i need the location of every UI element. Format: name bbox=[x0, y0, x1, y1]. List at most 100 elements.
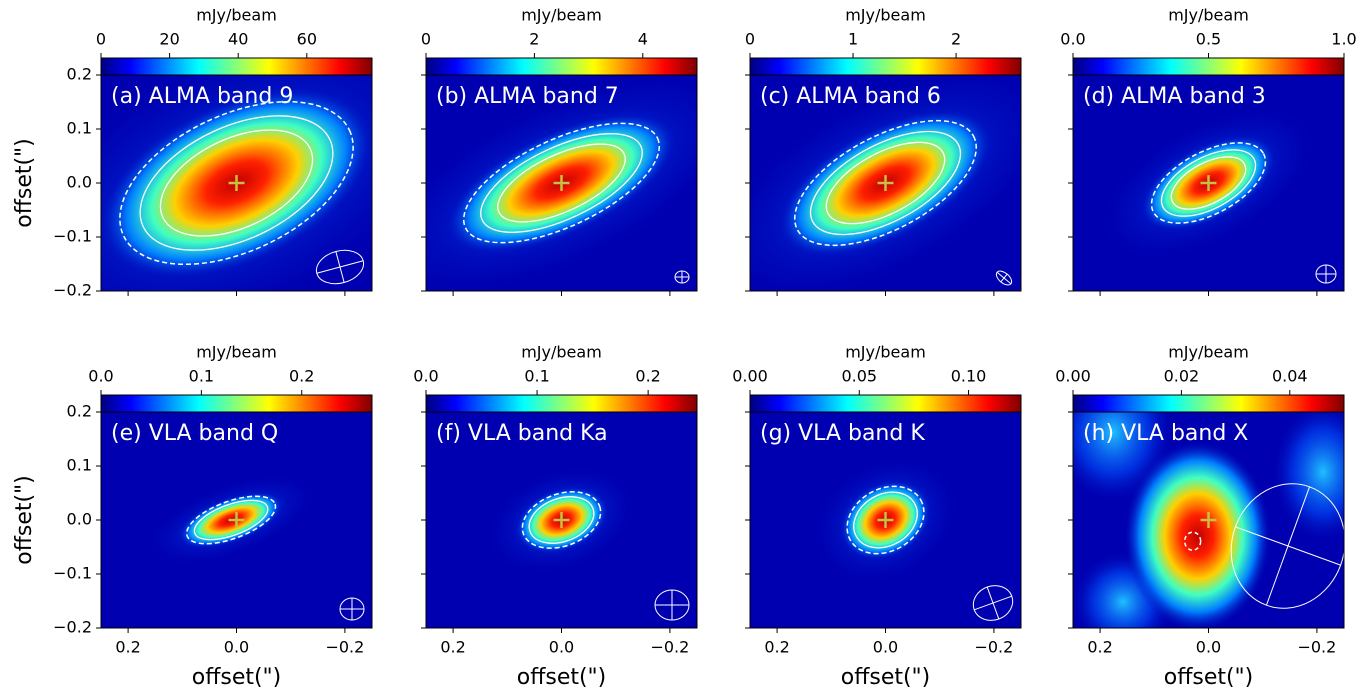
panel: (b) ALMA band 7 0 2 4 mJy/beam bbox=[421, 6, 698, 296]
beam bbox=[654, 589, 690, 621]
y-tick-label: 0.2 bbox=[67, 402, 92, 421]
colorbar bbox=[425, 394, 698, 413]
colorbar bbox=[749, 394, 1022, 413]
beam-axis bbox=[335, 251, 345, 283]
x-tick-label: 0.2 bbox=[1087, 638, 1112, 657]
y-tick-label: −0.2 bbox=[53, 618, 92, 637]
beam bbox=[339, 597, 365, 621]
contour bbox=[139, 115, 334, 251]
contour bbox=[462, 122, 661, 244]
contour bbox=[1170, 156, 1247, 210]
contour bbox=[1160, 149, 1257, 217]
colorbar-tick-label: 0 bbox=[96, 30, 106, 49]
y-axis-label: offset(") bbox=[12, 138, 37, 228]
image bbox=[426, 412, 697, 628]
emission bbox=[1273, 412, 1344, 542]
colorbar-tick-label: 60 bbox=[297, 30, 317, 49]
panel: (h) VLA band X 0.2 0.0 −0.2 offset(") 0.00 0.0… bbox=[1055, 343, 1345, 690]
x-axis-label: offset(") bbox=[192, 665, 282, 690]
contour bbox=[497, 143, 626, 223]
colorbar-tick-label: 0.2 bbox=[289, 367, 314, 386]
beam bbox=[674, 270, 690, 284]
colorbar-label: mJy/beam bbox=[1168, 6, 1249, 25]
x-tick-label: 0.0 bbox=[1196, 638, 1221, 657]
contour bbox=[825, 141, 946, 225]
colorbar-label: mJy/beam bbox=[845, 6, 926, 25]
image bbox=[1073, 75, 1344, 291]
colorbar-label: mJy/beam bbox=[1168, 343, 1249, 362]
image bbox=[101, 412, 372, 628]
beam-axis bbox=[1265, 486, 1311, 606]
x-tick-label: 0.0 bbox=[549, 638, 574, 657]
beam bbox=[995, 270, 1013, 286]
colorbar-tick-label: 0.1 bbox=[189, 367, 214, 386]
emission bbox=[1124, 441, 1271, 628]
contour bbox=[846, 485, 925, 555]
beam bbox=[972, 585, 1014, 621]
colorbar-tick-label: 4 bbox=[638, 30, 648, 49]
contour bbox=[185, 495, 277, 545]
y-axis-label: offset(") bbox=[12, 475, 37, 565]
x-axis-label: offset(") bbox=[517, 665, 607, 690]
colorbar-tick-label: 0.10 bbox=[951, 367, 987, 386]
colorbar-label: mJy/beam bbox=[196, 6, 277, 25]
colorbar-tick-label: 0.0 bbox=[1060, 30, 1085, 49]
colorbar-tick-label: 0.5 bbox=[1196, 30, 1221, 49]
beam bbox=[1315, 264, 1337, 284]
panel-title: (b) ALMA band 7 bbox=[436, 84, 619, 109]
colorbar-tick-label: 0.2 bbox=[635, 367, 660, 386]
contour bbox=[119, 100, 354, 266]
colorbar-label: mJy/beam bbox=[521, 343, 602, 362]
image bbox=[101, 75, 372, 291]
panel-title: (f) VLA band Ka bbox=[436, 421, 608, 446]
colorbar-tick-label: 1 bbox=[848, 30, 858, 49]
image bbox=[750, 412, 1021, 628]
contour bbox=[1183, 531, 1202, 551]
panel-title: (g) VLA band K bbox=[760, 421, 925, 446]
x-tick-label: −0.2 bbox=[1297, 638, 1336, 657]
panel: (f) VLA band Ka 0.2 0.0 −0.2 offset(") 0.0 0.1… bbox=[413, 343, 698, 690]
image bbox=[426, 75, 697, 291]
colorbar-label: mJy/beam bbox=[196, 343, 277, 362]
y-tick-label: −0.1 bbox=[53, 227, 92, 246]
y-tick-label: 0.0 bbox=[67, 510, 92, 529]
image bbox=[1073, 412, 1344, 628]
colorbar-tick-label: 0.02 bbox=[1164, 367, 1200, 386]
contour bbox=[1150, 142, 1267, 224]
panel-title: (d) ALMA band 3 bbox=[1083, 84, 1266, 109]
y-tick-label: 0.1 bbox=[67, 119, 92, 138]
y-tick-label: −0.1 bbox=[53, 564, 92, 583]
panel: (c) ALMA band 6 0 1 2 mJy/beam bbox=[745, 6, 1022, 296]
colorbar-label: mJy/beam bbox=[845, 343, 926, 362]
contour bbox=[809, 130, 962, 236]
colorbar-tick-label: 40 bbox=[228, 30, 248, 49]
panel: (d) ALMA band 3 0.0 0.5 1.0 mJy/beam bbox=[1060, 6, 1357, 296]
colorbar-tick-label: 0.0 bbox=[413, 367, 438, 386]
colorbar-tick-label: 0.00 bbox=[1055, 367, 1091, 386]
colorbar-tick-label: 2 bbox=[529, 30, 539, 49]
x-tick-label: 0.2 bbox=[115, 638, 140, 657]
colorbar bbox=[100, 57, 373, 76]
panel: (g) VLA band K 0.2 0.0 −0.2 offset(") 0.00 0.0… bbox=[732, 343, 1022, 690]
x-tick-label: 0.0 bbox=[873, 638, 898, 657]
x-tick-label: −0.2 bbox=[650, 638, 689, 657]
x-axis-label: offset(") bbox=[1164, 665, 1254, 690]
x-tick-label: −0.2 bbox=[974, 638, 1013, 657]
beam bbox=[315, 249, 365, 285]
colorbar-tick-label: 0.04 bbox=[1272, 367, 1308, 386]
image bbox=[750, 75, 1021, 291]
y-tick-label: −0.2 bbox=[53, 281, 92, 300]
x-tick-label: 0.2 bbox=[440, 638, 465, 657]
colorbar bbox=[1072, 394, 1345, 413]
colorbar bbox=[749, 57, 1022, 76]
panel: (e) VLA band Q 0.2 0.0 −0.2 −0.2 −0.1 0.0 0.1 0.… bbox=[12, 343, 373, 690]
beam bbox=[1230, 483, 1344, 609]
colorbar-tick-label: 2 bbox=[951, 30, 961, 49]
contour bbox=[521, 491, 602, 549]
beam-axis bbox=[1000, 273, 1008, 283]
contour bbox=[853, 491, 918, 549]
contour bbox=[480, 133, 643, 233]
colorbar bbox=[100, 394, 373, 413]
colorbar-tick-label: 0 bbox=[745, 30, 755, 49]
